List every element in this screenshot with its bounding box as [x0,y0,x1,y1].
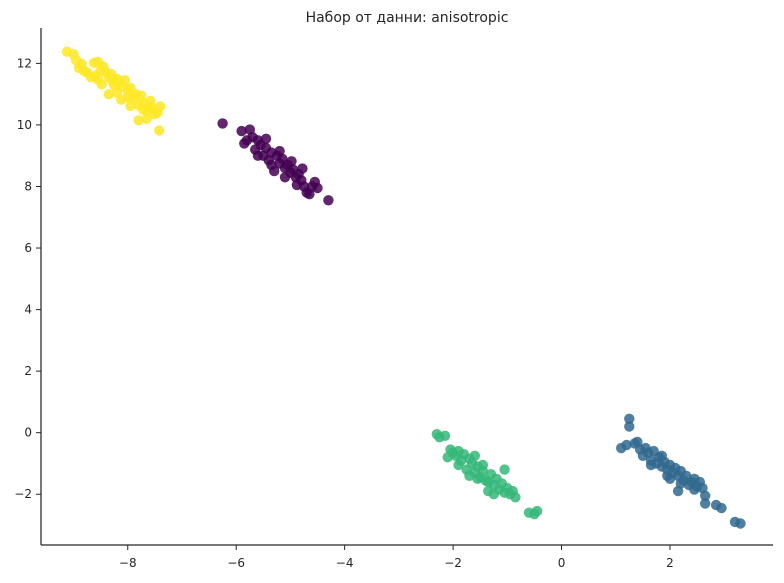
data-point [488,489,499,500]
data-point [624,413,635,424]
data-point [442,452,453,463]
data-point [700,498,711,509]
data-point [155,101,166,112]
data-point [92,74,104,85]
y-tick-label: 12 [17,56,32,70]
y-tick-label: 6 [24,241,32,255]
data-point [645,459,657,471]
chart-title: Набор от данни: anisotropic [306,10,509,26]
data-point [111,87,123,98]
data-point [464,470,475,481]
data-point [632,436,643,448]
y-tick-label: 2 [24,364,32,378]
data-point [323,195,334,206]
data-point [469,450,480,461]
data-point [279,172,291,183]
data-point [141,113,152,125]
y-tick-label: 10 [17,118,32,132]
y-tick-label: 4 [24,303,32,317]
data-point [137,104,149,115]
data-point [662,470,673,481]
data-point [217,118,228,129]
data-point [297,163,308,174]
data-point [472,473,483,484]
data-point [125,100,136,112]
data-point [510,492,521,503]
data-point [241,135,253,146]
data-point [621,439,632,451]
data-point [453,459,464,471]
data-point [716,502,727,514]
data-point [291,179,303,191]
y-tick-label: 8 [24,179,32,193]
data-point [735,518,746,529]
data-point [145,95,156,107]
data-point [689,473,700,484]
data-point [286,156,297,167]
x-tick-label: 0 [558,556,566,570]
x-tick-label: −4 [336,556,354,570]
data-point [252,150,264,161]
data-point [309,176,320,188]
x-tick-label: −6 [227,556,245,570]
data-point [453,445,464,457]
data-point [236,125,247,137]
data-point [119,75,131,86]
data-point [154,125,165,136]
data-point [439,430,451,441]
data-point [260,133,272,144]
data-point [107,76,118,87]
data-point [499,464,510,475]
data-point [103,89,115,100]
x-tick-label: −2 [444,556,462,570]
y-axis-ticks: −2 0 2 4 6 8 10 12 [14,56,41,501]
data-point [656,450,667,461]
data-point [672,485,684,497]
data-point [133,115,144,126]
x-tick-label: −8 [119,556,137,570]
axes [40,28,773,546]
data-point [79,65,90,77]
points-layer [61,46,746,529]
data-point [529,509,540,520]
y-tick-label: 0 [24,426,32,440]
data-point [477,459,489,471]
data-point [700,490,711,501]
data-point [624,421,635,432]
x-axis-ticks: −8 −6 −4 −2 0 2 [119,545,674,570]
y-tick-label: −2 [14,487,32,501]
data-point [266,159,277,171]
x-tick-label: 2 [666,556,674,570]
data-point [274,145,285,157]
